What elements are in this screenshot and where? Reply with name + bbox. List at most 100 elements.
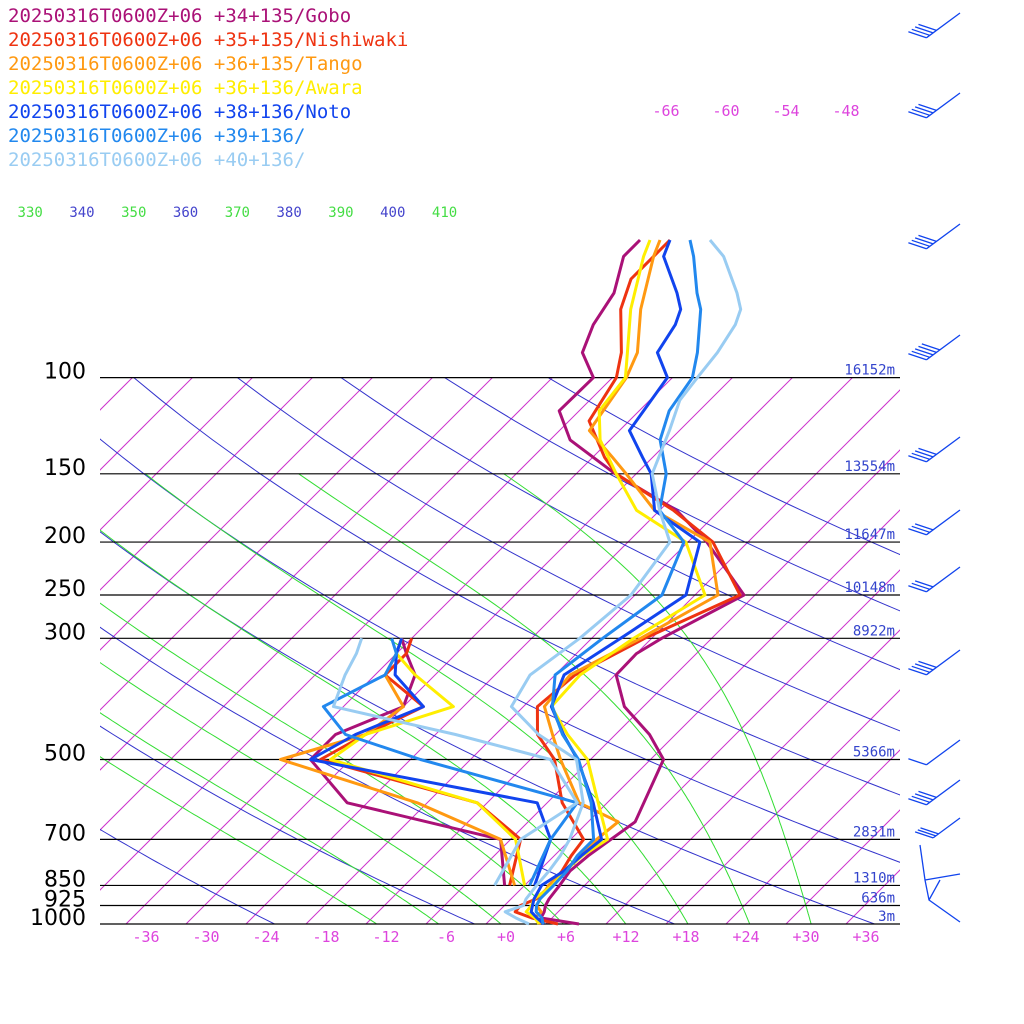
isotherm-line	[485, 509, 900, 924]
wind-barb-feather	[921, 343, 941, 351]
pressure-tick-label: 300	[44, 620, 86, 645]
wind-barb-feather	[918, 660, 937, 668]
isotherm-line	[665, 689, 900, 924]
wind-barb-feather	[911, 665, 930, 673]
dewpoint-profile	[329, 637, 527, 886]
wind-barb-staff	[932, 817, 961, 839]
wind-barb-feather	[908, 31, 927, 39]
height-label: 10148m	[844, 580, 895, 596]
dry-adiabat-line	[340, 377, 900, 671]
dewpoint-profile	[319, 637, 523, 886]
dry-adiabat-line	[133, 377, 900, 796]
temperature-profile	[529, 239, 702, 926]
moist-adiabat-line	[100, 712, 440, 924]
wind-barb-feather	[920, 827, 939, 835]
isotherm-line	[100, 377, 433, 711]
sounding-profiles	[279, 238, 746, 926]
temperature-tick-label: +6	[557, 928, 575, 946]
pressure-tick-label: 150	[44, 456, 86, 481]
dry-adiabat-line	[237, 377, 900, 732]
wind-barb-feather	[914, 663, 934, 671]
wind-barb-feather	[914, 237, 934, 245]
wind-barb-staff	[926, 566, 961, 593]
isotherm-line	[100, 377, 313, 591]
moist-adiabat-line	[100, 661, 502, 924]
upper-temperature-label: -60	[712, 102, 739, 120]
pressure-tick-label: 200	[44, 524, 86, 549]
isotherm-line	[305, 377, 853, 924]
wind-barb-feather	[914, 26, 934, 34]
wind-barb-feather	[918, 345, 937, 353]
pressure-tick-label: 850	[44, 867, 86, 892]
dry-adiabat-line	[100, 828, 276, 924]
dry-adiabat-line	[100, 438, 900, 863]
isotherm-line	[725, 749, 900, 924]
isotherm-line	[0, 378, 12, 924]
isotherm-line	[245, 377, 793, 924]
theta-label: 340	[69, 205, 94, 221]
moist-adiabat-line	[100, 602, 565, 924]
wind-barb-staff	[926, 436, 961, 463]
wind-barb-staff	[926, 509, 961, 536]
moist-adiabat-line	[503, 473, 812, 924]
legend-entry: 20250316T0600Z+06 +36+135/Tango	[8, 53, 363, 75]
wind-barb-feather	[911, 350, 930, 358]
height-label: 3m	[878, 909, 895, 925]
temperature-tick-label: +24	[732, 928, 759, 946]
isotherm-line	[100, 377, 613, 891]
isotherm-line	[185, 377, 733, 924]
legend-entry: 20250316T0600Z+06 +36+136/Awara	[8, 77, 363, 99]
temperature-profile	[539, 238, 746, 926]
theta-label: 350	[121, 205, 146, 221]
isotherm-line	[605, 629, 900, 924]
wind-barb-feather	[908, 111, 927, 119]
wind-barb-staff	[926, 223, 961, 250]
upper-temperature-label: -66	[652, 102, 679, 120]
wind-barb-staff	[926, 12, 961, 39]
wind-barb-feather	[908, 668, 927, 676]
isotherm-line	[785, 809, 900, 924]
height-label: 13554m	[844, 459, 895, 475]
isotherm-line	[100, 377, 193, 471]
theta-label: 400	[380, 205, 405, 221]
wind-barb-staff	[926, 334, 961, 361]
height-label: 16152m	[844, 363, 895, 379]
theta-label: 380	[277, 205, 302, 221]
dewpoint-profile	[321, 637, 579, 887]
wind-barb-feather	[914, 450, 934, 458]
isotherm-line	[125, 377, 673, 924]
wind-barb-feather	[911, 28, 930, 36]
theta-label: 330	[18, 205, 43, 221]
theta-label: 390	[328, 205, 353, 221]
theta-label: 410	[432, 205, 457, 221]
temperature-tick-label: -24	[252, 928, 279, 946]
wind-barb-staff	[926, 649, 961, 676]
theta-label: 370	[225, 205, 250, 221]
wind-barb-feather	[914, 793, 934, 801]
wind-barb-feather	[908, 528, 927, 536]
wind-barb-feather	[917, 829, 937, 837]
moist-adiabat-line	[100, 756, 378, 924]
isotherm-line	[545, 569, 900, 924]
wind-barb-feather	[908, 585, 927, 593]
wind-barb-feather	[914, 580, 934, 588]
isotherm-line	[906, 378, 1024, 924]
wind-barb-feather	[908, 758, 927, 766]
wind-barb-low-level	[919, 844, 961, 923]
height-label: 2831m	[853, 824, 895, 840]
wind-barb-feather	[911, 452, 930, 460]
isotherm-line	[100, 377, 493, 771]
wind-barb-feather	[911, 108, 930, 116]
upper-temperature-label: -48	[832, 102, 859, 120]
wind-barb-feather	[918, 447, 937, 455]
wind-barb-feather	[914, 523, 934, 531]
temperature-profile	[534, 239, 703, 925]
isotherm-line	[100, 377, 253, 531]
pressure-tick-label: 100	[44, 360, 86, 385]
wind-barb-feather	[918, 234, 937, 242]
wind-barb-feather	[918, 103, 937, 111]
temperature-tick-label: -6	[437, 928, 455, 946]
dry-adiabat-line	[547, 377, 900, 556]
